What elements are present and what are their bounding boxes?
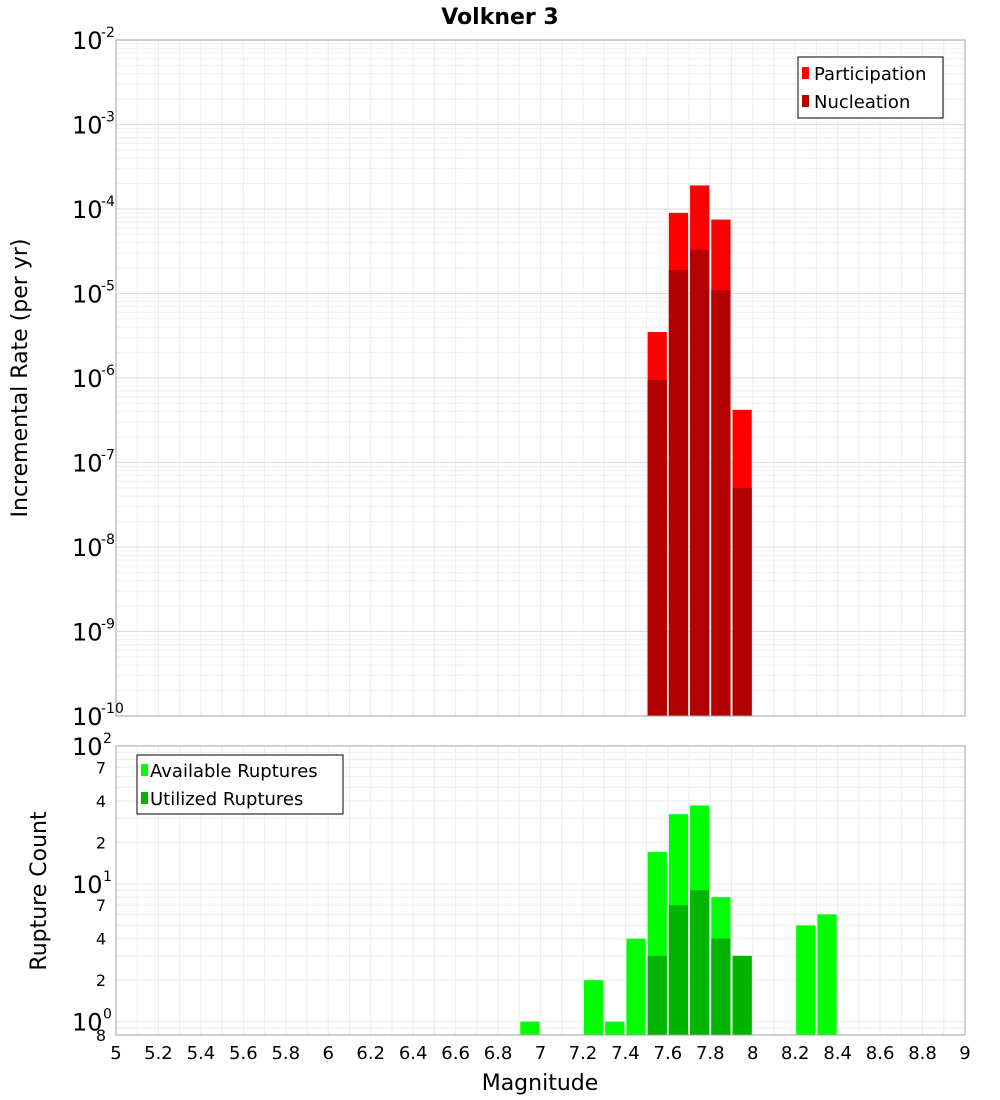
y-tick-label: 10: [72, 871, 103, 899]
y-minor-tick-label: 8: [96, 1026, 106, 1045]
x-tick-label: 8.8: [908, 1043, 937, 1064]
legend-swatch-available: [141, 764, 148, 776]
x-tick-label: 8.4: [823, 1043, 852, 1064]
top-y-axis-label: Incremental Rate (per yr): [8, 239, 33, 518]
y-tick-exponent: -5: [101, 279, 115, 295]
y-tick-label: 10: [72, 27, 103, 55]
y-tick-exponent: -8: [101, 532, 115, 548]
x-tick-label: 9: [959, 1043, 970, 1064]
y-minor-tick-label: 2: [96, 833, 106, 852]
legend-label-available: Available Ruptures: [150, 761, 318, 782]
y-tick-label: 10: [72, 703, 103, 731]
x-tick-label: 7.2: [569, 1043, 598, 1064]
x-tick-label: 5.4: [187, 1043, 216, 1064]
bar-available-ruptures: [605, 1021, 625, 1035]
bar-nucleation: [647, 379, 667, 716]
y-minor-tick-label: 2: [96, 971, 106, 990]
legend-label-utilized: Utilized Ruptures: [150, 789, 303, 810]
x-tick-label: 6.4: [399, 1043, 428, 1064]
top-bars: [647, 185, 752, 717]
x-tick-label: 6.8: [484, 1043, 513, 1064]
y-tick-exponent: 2: [103, 731, 112, 747]
x-tick-label: 8.2: [781, 1043, 810, 1064]
legend-swatch-utilized: [141, 792, 148, 804]
legend-swatch-nucleation: [802, 95, 809, 107]
bar-available-ruptures: [520, 1021, 540, 1035]
y-tick-exponent: -7: [101, 448, 115, 464]
x-tick-label: 6: [323, 1043, 334, 1064]
bottom-legend: Available Ruptures Utilized Ruptures: [136, 754, 344, 815]
bar-utilized-ruptures: [711, 938, 731, 1035]
y-tick-exponent: -10: [101, 701, 124, 717]
x-tick-label: 5.2: [144, 1043, 173, 1064]
y-tick-label: 10: [72, 450, 103, 478]
y-tick-exponent: 0: [103, 1007, 112, 1023]
x-tick-label: 7: [535, 1043, 546, 1064]
y-tick-exponent: -6: [101, 363, 115, 379]
y-tick-exponent: -3: [101, 110, 115, 126]
bar-utilized-ruptures: [732, 955, 752, 1035]
x-tick-label: 6.2: [356, 1043, 385, 1064]
y-minor-tick-label: 4: [96, 792, 106, 811]
y-minor-tick-label: 7: [96, 896, 106, 915]
y-tick-exponent: -2: [101, 25, 115, 41]
y-tick-exponent: 1: [103, 869, 112, 885]
y-minor-tick-label: 4: [96, 930, 106, 949]
y-tick-exponent: -4: [101, 194, 115, 210]
bottom-y-axis-label: Rupture Count: [27, 811, 52, 971]
x-tick-label: 5: [110, 1043, 121, 1064]
x-tick-label: 7.4: [611, 1043, 640, 1064]
y-tick-label: 10: [72, 196, 103, 224]
y-tick-label: 10: [72, 733, 103, 761]
x-tick-label: 5.6: [229, 1043, 258, 1064]
top-gridlines: [115, 40, 966, 717]
legend-label-participation: Participation: [814, 64, 926, 85]
top-legend-box: [797, 56, 944, 119]
bar-available-ruptures: [796, 925, 816, 1035]
x-tick-label: 5.8: [271, 1043, 300, 1064]
y-tick-label: 10: [72, 365, 103, 393]
x-tick-label: 7.6: [654, 1043, 683, 1064]
x-tick-label: 8: [747, 1043, 758, 1064]
top-plot-frame: [115, 39, 966, 717]
top-legend: Participation Nucleation: [797, 56, 944, 119]
bottom-legend-box: [136, 754, 344, 815]
bar-utilized-ruptures: [690, 890, 710, 1035]
x-tick-label: 6.6: [441, 1043, 470, 1064]
bar-available-ruptures: [817, 914, 837, 1035]
bar-utilized-ruptures: [668, 905, 689, 1035]
y-tick-label: 10: [72, 1009, 103, 1037]
bar-nucleation: [668, 269, 689, 716]
y-tick-label: 10: [72, 112, 103, 140]
y-tick-label: 10: [72, 534, 103, 562]
legend-swatch-participation: [802, 67, 809, 79]
legend-label-nucleation: Nucleation: [814, 92, 910, 113]
y-tick-label: 10: [72, 281, 103, 309]
bottom-plot-frame: [115, 745, 966, 1036]
x-tick-labels: 5 5.2 5.4 5.6 5.8 6 6.2 6.4 6.6 6.8 7 7.2 7.4 7.6 7.8 8…: [110, 1043, 970, 1064]
chart-title: Volkner 3: [441, 5, 559, 30]
bar-utilized-ruptures: [647, 955, 667, 1035]
y-minor-tick-label: 7: [96, 758, 106, 777]
bar-available-ruptures: [626, 938, 646, 1035]
bar-nucleation: [690, 249, 710, 716]
bottom-bars: [520, 805, 837, 1035]
x-tick-label: 8.6: [866, 1043, 895, 1064]
bar-available-ruptures: [583, 980, 604, 1035]
bar-nucleation: [732, 487, 752, 716]
x-axis-label: Magnitude: [482, 1071, 599, 1096]
bar-nucleation: [711, 290, 731, 716]
x-tick-label: 7.8: [696, 1043, 725, 1064]
y-tick-label: 10: [72, 619, 103, 647]
y-tick-exponent: -9: [101, 617, 115, 633]
